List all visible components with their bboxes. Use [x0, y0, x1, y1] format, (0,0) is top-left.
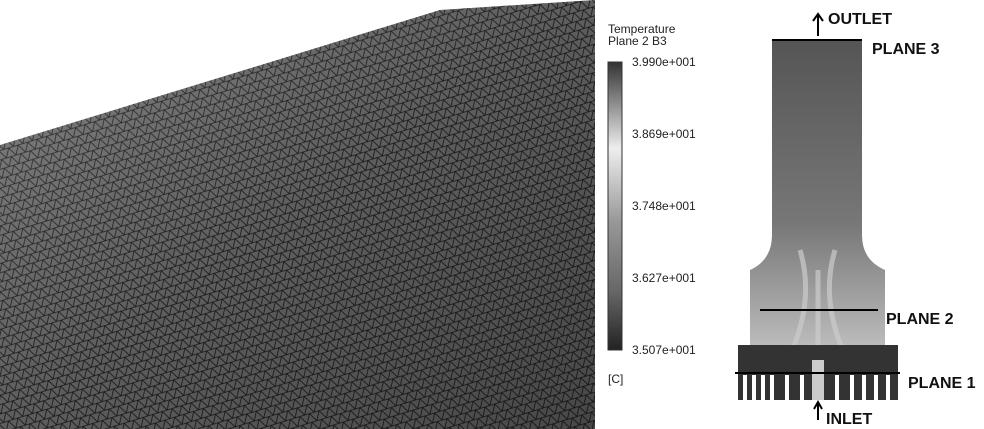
inlet-label: INLET — [826, 411, 872, 428]
legend-tick-label: 3.990e+001 — [632, 55, 696, 69]
outlet-label: OUTLET — [828, 11, 892, 28]
legend: Temperature Plane 2 B3 3.990e+0013.869e+… — [608, 22, 696, 386]
legend-tick-label: 3.507e+001 — [632, 343, 696, 357]
figure: Temperature Plane 2 B3 3.990e+0013.869e+… — [0, 0, 984, 429]
legend-tick-label: 3.869e+001 — [632, 127, 696, 141]
plane1-label: PLANE 1 — [908, 375, 976, 392]
schematic: OUTLET PLANE 3 PLANE 2 PLANE 1 INLET — [735, 11, 976, 428]
mesh-view — [0, 0, 595, 429]
plane2-label: PLANE 2 — [886, 311, 954, 328]
legend-tick-label: 3.748e+001 — [632, 199, 696, 213]
legend-tick-label: 3.627e+001 — [632, 271, 696, 285]
colorbar — [608, 62, 622, 350]
legend-subtitle: Plane 2 B3 — [608, 34, 667, 48]
plane3-label: PLANE 3 — [872, 41, 940, 58]
legend-unit: [C] — [608, 372, 623, 386]
